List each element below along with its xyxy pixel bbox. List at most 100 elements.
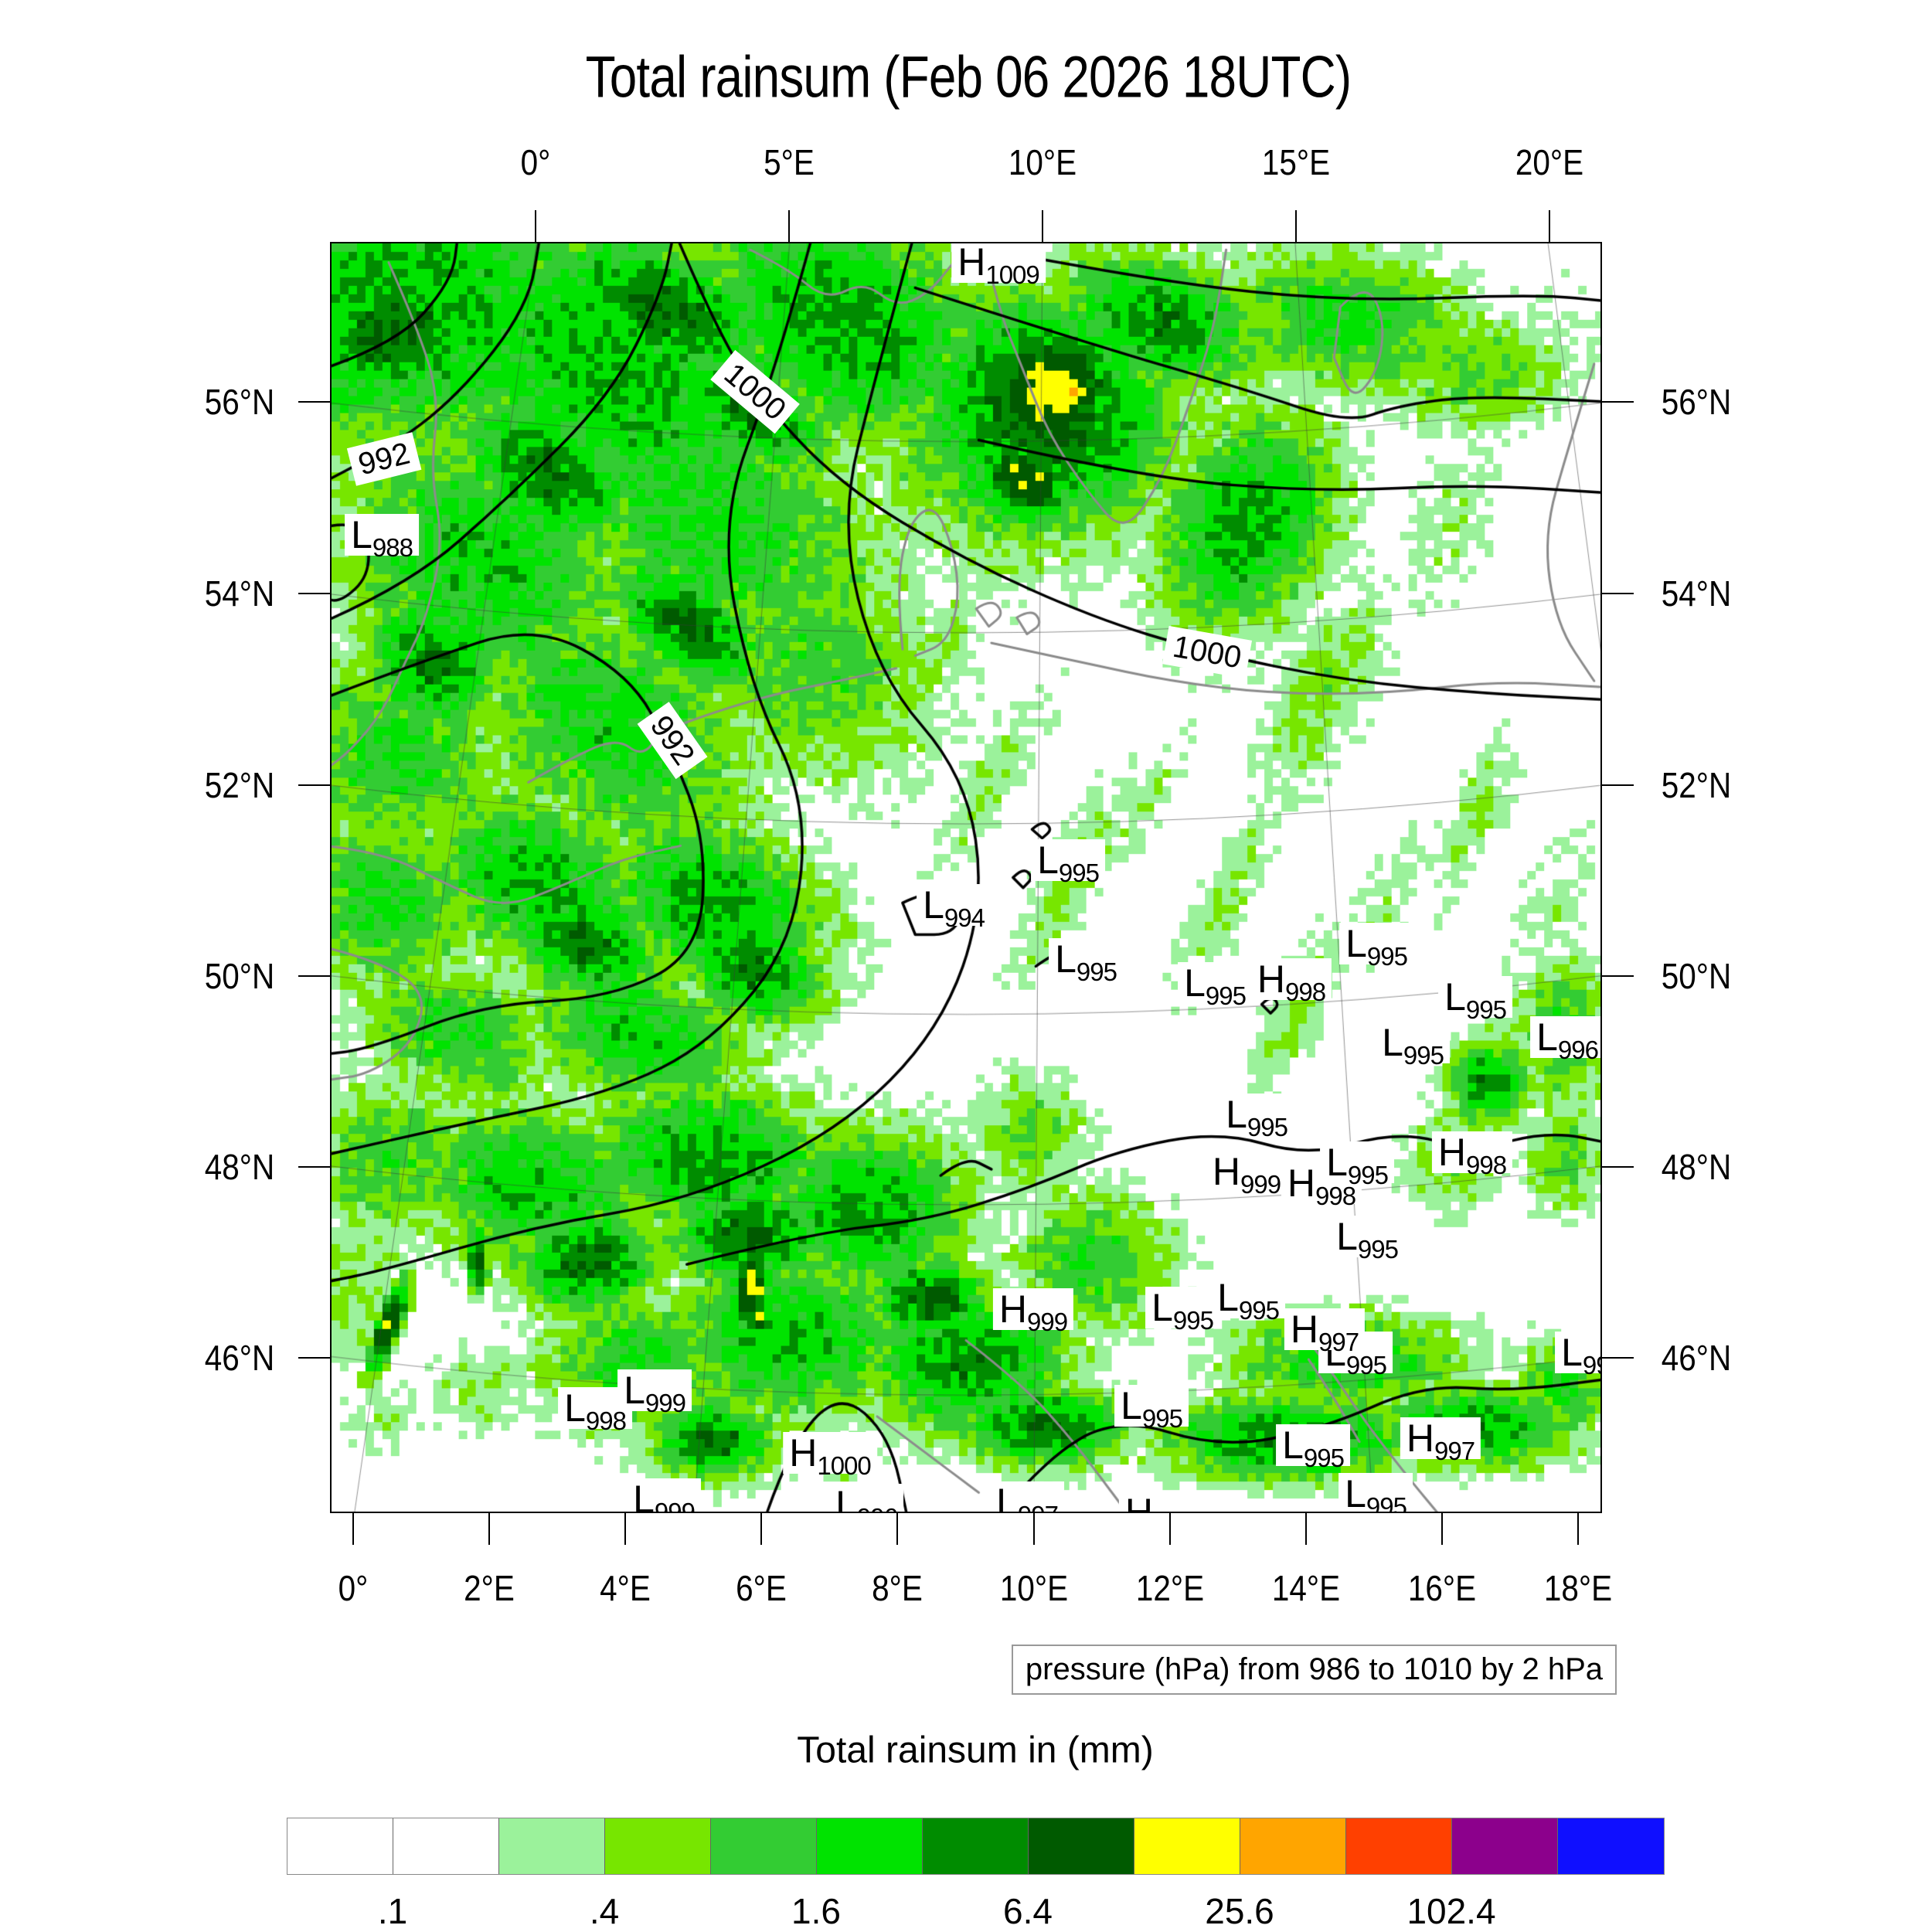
- pressure-letter: L: [996, 1481, 1018, 1513]
- pressure-low-label: L995: [1376, 1021, 1450, 1068]
- left-axis-tick: [298, 1166, 330, 1168]
- left-axis-tick: [298, 401, 330, 403]
- pressure-letter: L: [1217, 1276, 1239, 1319]
- pressure-value: 995: [1141, 1404, 1183, 1433]
- colorbar: [287, 1818, 1665, 1875]
- pressure-letter: H: [1257, 957, 1286, 1001]
- right-axis-tick: [1602, 784, 1634, 786]
- pressure-letter: L: [1444, 975, 1466, 1019]
- page-title: Total rainsum (Feb 06 2026 18UTC): [512, 44, 1423, 111]
- colorbar-title: Total rainsum in (mm): [797, 1730, 1153, 1772]
- pressure-high-label: H997: [1118, 1492, 1200, 1512]
- bottom-axis-label-text: 16°E: [1407, 1568, 1477, 1608]
- colorbar-tick-label: .1: [378, 1890, 407, 1932]
- pressure-letter: L: [1184, 961, 1206, 1005]
- pressure-low-label: L995: [1320, 1141, 1394, 1188]
- pressure-value: 995: [1366, 942, 1408, 971]
- bottom-axis-label-text: 2°E: [464, 1568, 515, 1608]
- bottom-axis-tick: [1033, 1513, 1035, 1545]
- pressure-high-label: H998: [1431, 1131, 1513, 1178]
- colorbar-tick-text: 25.6: [1205, 1891, 1274, 1931]
- bottom-axis-tick: [1305, 1513, 1307, 1545]
- colorbar-cell: [393, 1818, 499, 1874]
- pressure-low-label: L995: [1145, 1287, 1219, 1333]
- pressure-high-label: H997: [1284, 1308, 1366, 1355]
- bottom-axis-label-text: 8°E: [872, 1568, 923, 1608]
- bottom-axis-label: 8°E: [869, 1567, 927, 1609]
- right-axis-label-text: 54°N: [1661, 573, 1732, 614]
- pressure-low-label: L994: [917, 884, 991, 930]
- pressure-letter: L: [1345, 922, 1367, 965]
- pressure-low-label: L995: [1276, 1424, 1350, 1471]
- pressure-value: 995: [1205, 981, 1247, 1010]
- pressure-low-label: L995: [1339, 922, 1413, 969]
- pressure-value: 999: [1240, 1170, 1281, 1199]
- top-axis-label: 5°E: [760, 141, 818, 183]
- pressure-value: 995: [1347, 1161, 1389, 1189]
- pressure-letter: H: [957, 242, 986, 284]
- bottom-axis-label-text: 14°E: [1271, 1568, 1341, 1608]
- bottom-axis-label: 16°E: [1403, 1567, 1481, 1609]
- bottom-axis-label-text: 6°E: [736, 1568, 787, 1608]
- colorbar-cell: [1240, 1818, 1346, 1874]
- bottom-axis-label: 14°E: [1267, 1567, 1345, 1609]
- pressure-value: 998: [585, 1406, 627, 1435]
- pressure-value: 994: [944, 903, 985, 932]
- pressure-value: 995: [1172, 1306, 1214, 1335]
- right-axis-label: 56°N: [1657, 381, 1736, 423]
- right-axis-label-text: 50°N: [1661, 956, 1732, 996]
- pressure-value: 998: [1285, 978, 1326, 1006]
- pressure-value: 995: [1465, 995, 1507, 1024]
- right-axis-label-text: 48°N: [1661, 1147, 1732, 1187]
- bottom-axis-label-text: 4°E: [600, 1568, 651, 1608]
- pressure-letter: L: [1382, 1021, 1403, 1064]
- pressure-low-label: L999: [617, 1369, 692, 1416]
- top-axis-label-text: 10°E: [1008, 142, 1077, 182]
- pressure-caption: pressure (hPa) from 986 to 1010 by 2 hPa: [1011, 1645, 1617, 1695]
- pressure-low-label: L995: [1338, 1473, 1413, 1513]
- pressure-letter: L: [1226, 1093, 1247, 1136]
- bottom-axis-label: 0°: [336, 1567, 370, 1609]
- colorbar-tick-text: 1.6: [791, 1891, 841, 1931]
- colorbar-cell: [1558, 1818, 1664, 1874]
- right-axis-tick: [1602, 401, 1634, 403]
- pressure-value: 995: [1357, 1235, 1399, 1264]
- pressure-value: 996: [857, 1503, 898, 1512]
- left-axis-label: 54°N: [200, 573, 280, 614]
- pressure-value: 995: [1238, 1296, 1280, 1325]
- pressure-value: 998: [1315, 1182, 1356, 1210]
- bottom-axis-label-text: 12°E: [1135, 1568, 1205, 1608]
- colorbar-tick-text: 6.4: [1003, 1891, 1053, 1931]
- bottom-axis-label: 18°E: [1539, 1567, 1617, 1609]
- bottom-axis-label: 10°E: [995, 1567, 1073, 1609]
- bottom-axis-label: 6°E: [733, 1567, 791, 1609]
- top-axis-label-text: 15°E: [1261, 142, 1331, 182]
- top-axis-label-text: 0°: [520, 142, 551, 182]
- pressure-value: 998: [1466, 1151, 1507, 1179]
- pressure-letter: L: [1121, 1384, 1142, 1427]
- pressure-value: 996: [1582, 1351, 1600, 1379]
- colorbar-cell: [1452, 1818, 1558, 1874]
- pressure-letter: L: [633, 1478, 655, 1513]
- pressure-value: 995: [1366, 1492, 1407, 1513]
- bottom-axis-tick: [760, 1513, 762, 1545]
- pressure-letter: H: [998, 1287, 1028, 1331]
- pressure-low-label: L996: [1530, 1016, 1600, 1063]
- pressure-value: 999: [654, 1498, 696, 1513]
- pressure-value: 995: [1058, 859, 1100, 887]
- right-axis-label: 52°N: [1657, 764, 1736, 806]
- bottom-axis-label-text: 10°E: [999, 1568, 1069, 1608]
- left-axis-label: 50°N: [200, 955, 280, 997]
- top-axis-label: 10°E: [1004, 141, 1081, 183]
- pressure-high-label: H999: [1206, 1151, 1287, 1197]
- colorbar-cell: [499, 1818, 605, 1874]
- top-axis-tick: [1549, 210, 1550, 242]
- left-axis-tick: [298, 975, 330, 977]
- pressure-value: 995: [1303, 1444, 1345, 1472]
- bottom-axis-tick: [352, 1513, 354, 1545]
- pressure-letter: L: [1561, 1331, 1583, 1374]
- right-axis-label-text: 52°N: [1661, 765, 1732, 805]
- pressure-value: 988: [372, 533, 413, 562]
- pressure-letter: L: [835, 1483, 857, 1513]
- colorbar-cell: [1029, 1818, 1134, 1874]
